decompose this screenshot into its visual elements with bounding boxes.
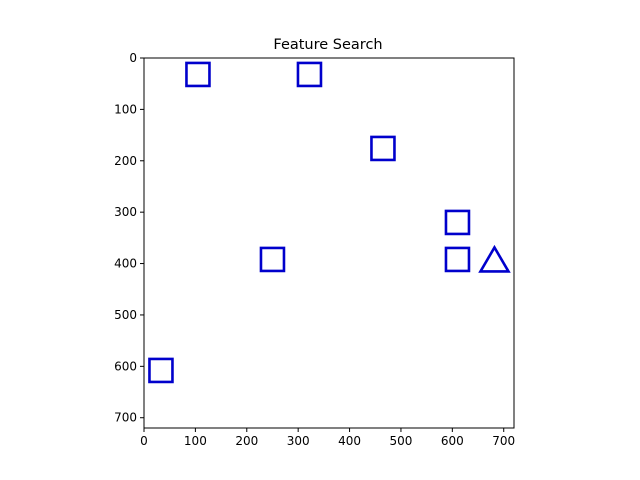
square-marker-5 bbox=[444, 246, 471, 273]
y-tick-label-100: 100 bbox=[114, 102, 137, 116]
x-tick-label-0: 0 bbox=[140, 434, 148, 448]
y-tick-label-500: 500 bbox=[114, 308, 137, 322]
square-marker-2 bbox=[296, 61, 323, 88]
x-tick-label-500: 500 bbox=[389, 434, 412, 448]
y-tick-label-200: 200 bbox=[114, 154, 137, 168]
y-tick-label-300: 300 bbox=[114, 205, 137, 219]
y-tick-label-400: 400 bbox=[114, 257, 137, 271]
square-marker-3 bbox=[370, 135, 396, 162]
y-tick-label-0: 0 bbox=[129, 51, 137, 65]
y-tick-label-600: 600 bbox=[114, 359, 137, 373]
square-marker-1 bbox=[185, 61, 211, 88]
x-tick-label-200: 200 bbox=[235, 434, 258, 448]
plot-frame bbox=[143, 57, 515, 429]
x-tick-label-600: 600 bbox=[441, 434, 464, 448]
x-tick-label-100: 100 bbox=[184, 434, 207, 448]
square-marker-6 bbox=[259, 246, 286, 273]
triangle-marker-8 bbox=[478, 244, 511, 273]
x-tick-label-400: 400 bbox=[338, 434, 361, 448]
y-tick-label-700: 700 bbox=[114, 411, 137, 425]
x-tick-label-300: 300 bbox=[287, 434, 310, 448]
square-marker-4 bbox=[444, 209, 471, 236]
square-marker-7 bbox=[148, 357, 174, 384]
chart-marks bbox=[148, 61, 511, 384]
x-tick-label-700: 700 bbox=[492, 434, 515, 448]
chart-axes: 0 100 200 300 400 500 600 700010020030040050060… bbox=[114, 51, 515, 448]
chart-title: Feature Search bbox=[273, 37, 382, 53]
